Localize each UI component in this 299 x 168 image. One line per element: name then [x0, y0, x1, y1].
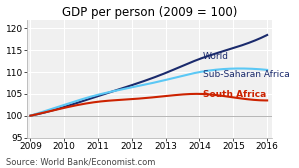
Text: World: World	[203, 52, 229, 61]
Text: South Africa: South Africa	[203, 90, 266, 99]
Title: GDP per person (2009 = 100): GDP per person (2009 = 100)	[62, 6, 237, 18]
Text: Sub-Saharan Africa: Sub-Saharan Africa	[203, 70, 290, 79]
Text: Source: World Bank/Economist.com: Source: World Bank/Economist.com	[6, 157, 155, 166]
